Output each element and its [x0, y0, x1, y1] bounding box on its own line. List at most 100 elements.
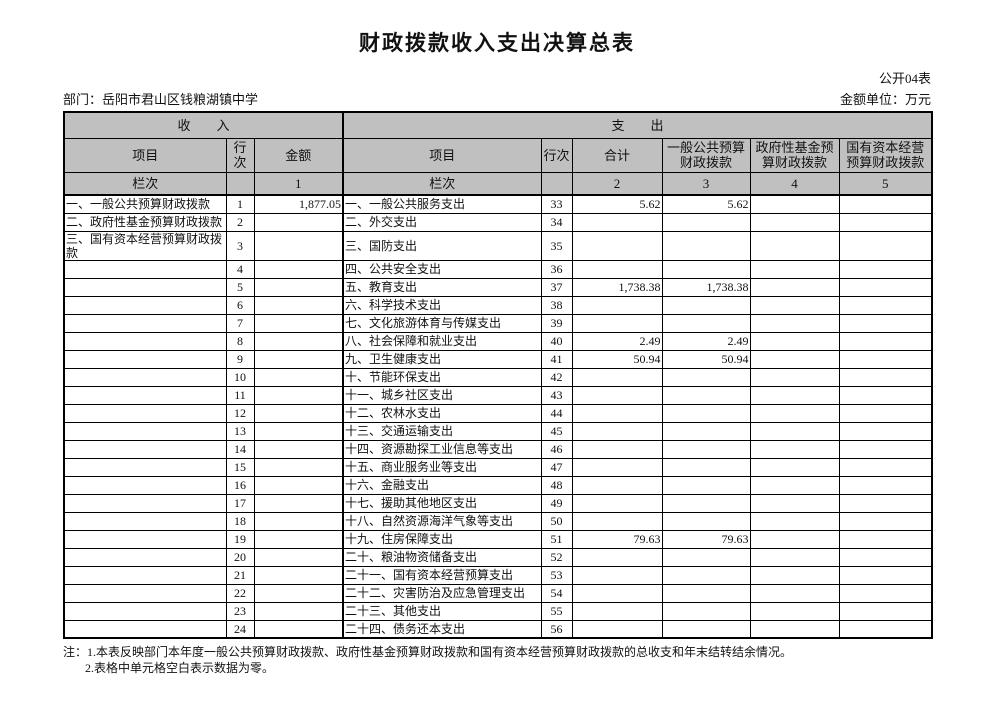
- expense-total-cell: 79.63: [571, 529, 663, 549]
- income-line-cell: 7: [225, 313, 255, 333]
- expense-general-cell: 50.94: [661, 349, 751, 369]
- expense-fund-cell: [749, 529, 840, 549]
- table-row: 6 六、科学技术支出 38: [63, 295, 933, 315]
- column-header-row: 项目 行次 金额 项目 行次 合计 一般公共预算财政拨款 政府性基金预算财政拨款…: [63, 137, 933, 173]
- table-row: 三、国有资本经营预算财政拨款 3 三、国防支出 35: [63, 230, 933, 261]
- colindex-expense-general: 3: [661, 171, 751, 196]
- income-amount-cell: [253, 511, 344, 531]
- income-amount-cell: [253, 547, 344, 567]
- table-row: 19 十九、住房保障支出 51 79.63 79.63: [63, 529, 933, 549]
- income-amount-cell: [253, 619, 344, 639]
- table-row: 10 十、节能环保支出 42: [63, 367, 933, 387]
- income-item-cell: [63, 547, 227, 567]
- table-row: 20 二十、粮油物资储备支出 52: [63, 547, 933, 567]
- income-line-cell: 9: [225, 349, 255, 369]
- expense-general-cell: [661, 565, 751, 585]
- expense-general-cell: [661, 212, 751, 232]
- note-2: 2.表格中单元格空白表示数据为零。: [85, 661, 275, 675]
- col-header-income-amount: 金额: [253, 137, 344, 173]
- page-title: 财政拨款收入支出决算总表: [359, 31, 635, 55]
- income-line-cell: 13: [225, 421, 255, 441]
- expense-general-cell: [661, 583, 751, 603]
- income-item-cell: [63, 565, 227, 585]
- expense-general-cell: [661, 457, 751, 477]
- table-row: 15 十五、商业服务业等支出 47: [63, 457, 933, 477]
- income-item-cell: 二、政府性基金预算财政拨款: [63, 212, 227, 232]
- expense-total-cell: [571, 601, 663, 621]
- expense-item-cell: 十七、援助其他地区支出: [342, 493, 542, 513]
- expense-total-cell: 5.62: [571, 194, 663, 214]
- expense-fund-cell: [749, 547, 840, 567]
- expense-item-cell: 十二、农林水支出: [342, 403, 542, 423]
- expense-general-cell: 2.49: [661, 331, 751, 351]
- table-row: 14 十四、资源勘探工业信息等支出 46: [63, 439, 933, 459]
- col-header-income-item: 项目: [63, 137, 227, 173]
- income-amount-cell: [253, 385, 344, 405]
- expense-fund-cell: [749, 493, 840, 513]
- income-item-cell: [63, 349, 227, 369]
- expense-capital-cell: [838, 439, 933, 459]
- income-line-cell: 19: [225, 529, 255, 549]
- expense-line-cell: 45: [540, 421, 573, 441]
- income-amount-cell: [253, 259, 344, 279]
- colindex-expense-fund: 4: [749, 171, 840, 196]
- income-amount-cell: [253, 439, 344, 459]
- income-item-cell: [63, 295, 227, 315]
- expense-capital-cell: [838, 493, 933, 513]
- income-item-cell: [63, 475, 227, 495]
- income-line-cell: 6: [225, 295, 255, 315]
- expense-fund-cell: [749, 230, 840, 261]
- expense-capital-cell: [838, 367, 933, 387]
- expense-fund-cell: [749, 313, 840, 333]
- expense-total-cell: [571, 619, 663, 639]
- expense-capital-cell: [838, 259, 933, 279]
- expense-line-cell: 50: [540, 511, 573, 531]
- income-item-cell: [63, 403, 227, 423]
- income-line-cell: 10: [225, 367, 255, 387]
- expense-total-cell: 2.49: [571, 331, 663, 351]
- expense-item-cell: 七、文化旅游体育与传媒支出: [342, 313, 542, 333]
- income-line-cell: 4: [225, 259, 255, 279]
- expense-section-header: 支 出: [341, 111, 933, 139]
- expense-fund-cell: [749, 385, 840, 405]
- income-amount-cell: [253, 457, 344, 477]
- income-item-cell: [63, 421, 227, 441]
- expense-item-cell: 十四、资源勘探工业信息等支出: [342, 439, 542, 459]
- income-item-cell: [63, 367, 227, 387]
- expense-fund-cell: [749, 619, 840, 639]
- colindex-expense-total: 2: [571, 171, 663, 196]
- expense-line-cell: 52: [540, 547, 573, 567]
- income-line-cell: 12: [225, 403, 255, 423]
- colindex-income-item: 栏次: [63, 171, 227, 196]
- expense-item-cell: 二十三、其他支出: [342, 601, 542, 621]
- expense-total-cell: [571, 439, 663, 459]
- income-item-cell: [63, 601, 227, 621]
- expense-fund-cell: [749, 277, 840, 297]
- income-item-cell: [63, 529, 227, 549]
- income-item-cell: 三、国有资本经营预算财政拨款: [63, 230, 227, 261]
- table-row: 17 十七、援助其他地区支出 49: [63, 493, 933, 513]
- expense-capital-cell: [838, 619, 933, 639]
- expense-general-cell: [661, 385, 751, 405]
- expense-general-cell: [661, 439, 751, 459]
- expense-line-cell: 33: [540, 194, 573, 214]
- expense-line-cell: 49: [540, 493, 573, 513]
- expense-fund-cell: [749, 403, 840, 423]
- expense-fund-cell: [749, 601, 840, 621]
- expense-line-cell: 44: [540, 403, 573, 423]
- expense-item-cell: 一、一般公共服务支出: [342, 194, 542, 214]
- income-item-cell: 一、一般公共预算财政拨款: [63, 194, 227, 214]
- document-sheet: 财政拨款收入支出决算总表 公开04表 部门：岳阳市君山区钱粮湖镇中学 金额单位：…: [63, 0, 934, 676]
- expense-item-cell: 十、节能环保支出: [342, 367, 542, 387]
- col-header-expense-total: 合计: [571, 137, 663, 173]
- income-amount-cell: [253, 475, 344, 495]
- table-row: 12 十二、农林水支出 44: [63, 403, 933, 423]
- income-line-cell: 14: [225, 439, 255, 459]
- expense-total-cell: [571, 212, 663, 232]
- section-header-row: 收 入 支 出: [63, 111, 933, 139]
- expense-total-cell: [571, 511, 663, 531]
- colindex-expense-item: 栏次: [342, 171, 542, 196]
- income-line-cell: 2: [225, 212, 255, 232]
- expense-fund-cell: [749, 194, 840, 214]
- expense-item-cell: 二、外交支出: [342, 212, 542, 232]
